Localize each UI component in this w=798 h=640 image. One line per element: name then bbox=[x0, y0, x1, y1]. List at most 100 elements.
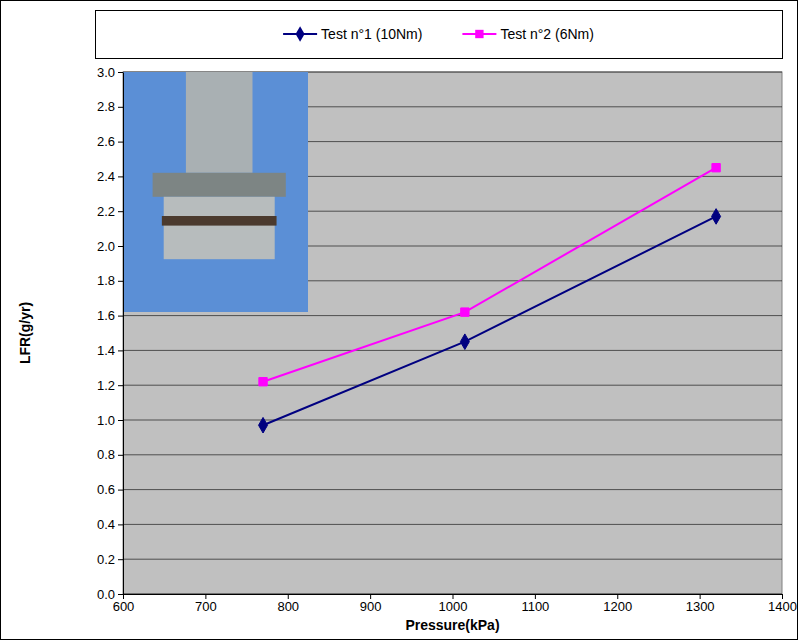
grid-line bbox=[123, 524, 782, 525]
series-marker bbox=[259, 417, 268, 433]
legend-marker bbox=[296, 26, 305, 42]
grid-line bbox=[123, 559, 782, 560]
y-axis-title: LFR(g/yr) bbox=[17, 302, 33, 364]
x-tick: 800 bbox=[277, 594, 299, 614]
legend-label: Test n°1 (10Nm) bbox=[321, 26, 422, 42]
y-tick-mark bbox=[118, 455, 123, 456]
y-tick-label: 0.2 bbox=[97, 552, 115, 567]
y-tick-label: 1.6 bbox=[97, 308, 115, 323]
legend-box bbox=[96, 11, 783, 59]
y-tick-label: 1.8 bbox=[97, 273, 115, 288]
y-tick: 1.0 bbox=[97, 413, 123, 428]
y-tick: 2.0 bbox=[97, 239, 123, 254]
y-tick-label: 0.6 bbox=[97, 482, 115, 497]
legend-marker bbox=[475, 30, 483, 38]
chart-border bbox=[1, 1, 798, 640]
x-tick: 600 bbox=[113, 594, 135, 614]
x-tick: 700 bbox=[195, 594, 217, 614]
series-marker bbox=[460, 334, 469, 350]
series-marker bbox=[712, 209, 721, 225]
y-tick-label: 2.6 bbox=[97, 134, 115, 149]
x-tick-label: 1200 bbox=[603, 599, 632, 614]
y-tick-label: 2.2 bbox=[97, 204, 115, 219]
photo-flange bbox=[153, 173, 286, 197]
photo-background bbox=[123, 72, 308, 312]
x-axis-title: Pressure(kPa) bbox=[405, 617, 499, 633]
x-tick-label: 600 bbox=[113, 599, 135, 614]
photo-body bbox=[164, 197, 275, 259]
y-tick-mark bbox=[118, 72, 123, 73]
marks bbox=[259, 164, 721, 433]
grid-line bbox=[123, 454, 782, 455]
y-tick-mark bbox=[118, 594, 123, 595]
x-tick-label: 900 bbox=[360, 599, 382, 614]
y-tick: 2.8 bbox=[97, 99, 123, 114]
y-tick-mark bbox=[118, 246, 123, 247]
x-tick: 1200 bbox=[603, 594, 632, 614]
y-axis: 0.00.20.40.60.81.01.21.41.61.82.02.22.42… bbox=[97, 65, 124, 602]
series-marker bbox=[259, 378, 267, 386]
legend-item: Test n°1 (10Nm) bbox=[283, 26, 422, 42]
legend-label: Test n°2 (6Nm) bbox=[500, 26, 594, 42]
y-axis-line bbox=[123, 73, 124, 595]
y-tick-label: 2.8 bbox=[97, 99, 115, 114]
series-line bbox=[263, 168, 716, 382]
y-tick-mark bbox=[118, 350, 123, 351]
x-tick-label: 700 bbox=[195, 599, 217, 614]
x-axis: 600 700 800 900 1000 1100 1200 1300 1400 bbox=[113, 594, 797, 614]
y-tick: 2.6 bbox=[97, 134, 123, 149]
series-marker bbox=[461, 308, 469, 316]
y-tick-label: 3.0 bbox=[97, 65, 115, 80]
series bbox=[259, 164, 720, 386]
grid bbox=[123, 72, 782, 594]
y-tick: 0.4 bbox=[97, 517, 123, 532]
x-tick: 1000 bbox=[439, 594, 468, 614]
y-tick: 0.8 bbox=[97, 447, 123, 462]
series-marker bbox=[712, 164, 720, 172]
y-tick: 2.2 bbox=[97, 204, 123, 219]
y-tick-mark bbox=[118, 211, 123, 212]
x-tick-label: 1400 bbox=[768, 599, 797, 614]
series bbox=[259, 209, 721, 433]
y-tick-label: 2.4 bbox=[97, 169, 115, 184]
plot: 0.00.20.40.60.81.01.21.41.61.82.02.22.42… bbox=[97, 65, 797, 615]
y-tick-label: 0.4 bbox=[97, 517, 115, 532]
x-tick: 1100 bbox=[521, 594, 549, 614]
y-tick-mark bbox=[118, 316, 123, 317]
y-tick-mark bbox=[118, 559, 123, 560]
y-tick-mark bbox=[118, 385, 123, 386]
y-tick: 2.4 bbox=[97, 169, 123, 184]
legend-item: Test n°2 (6Nm) bbox=[462, 26, 594, 42]
grid-line bbox=[123, 489, 782, 490]
x-tick: 1300 bbox=[686, 594, 715, 614]
y-tick: 1.8 bbox=[97, 273, 123, 288]
x-tick: 1400 bbox=[768, 594, 797, 614]
y-tick-mark bbox=[118, 176, 123, 177]
y-tick-mark bbox=[118, 142, 123, 143]
y-tick-mark bbox=[118, 420, 123, 421]
series-line bbox=[263, 216, 716, 425]
x-tick-label: 1000 bbox=[439, 599, 468, 614]
x-tick: 900 bbox=[360, 594, 382, 614]
photo-inset bbox=[123, 72, 308, 312]
y-tick-label: 2.0 bbox=[97, 239, 115, 254]
y-tick: 3.0 bbox=[97, 65, 123, 80]
x-tick-label: 800 bbox=[277, 599, 299, 614]
grid-line bbox=[123, 350, 782, 351]
y-tick-mark bbox=[118, 107, 123, 108]
y-tick: 1.2 bbox=[97, 378, 123, 393]
y-tick-mark bbox=[118, 490, 123, 491]
y-tick-label: 1.0 bbox=[97, 413, 115, 428]
chart: 0.00.20.40.60.81.01.21.41.61.82.02.22.42… bbox=[0, 0, 798, 640]
y-tick-label: 0.8 bbox=[97, 447, 115, 462]
y-tick: 0.6 bbox=[97, 482, 123, 497]
plot-background bbox=[123, 72, 782, 594]
y-tick: 0.2 bbox=[97, 552, 123, 567]
y-tick: 1.4 bbox=[97, 343, 123, 358]
photo-shaft bbox=[186, 72, 253, 173]
y-tick: 1.6 bbox=[97, 308, 123, 323]
y-tick-label: 1.2 bbox=[97, 378, 115, 393]
x-tick-label: 1300 bbox=[686, 599, 715, 614]
grid-line bbox=[123, 420, 782, 421]
x-tick-label: 1100 bbox=[521, 599, 549, 614]
